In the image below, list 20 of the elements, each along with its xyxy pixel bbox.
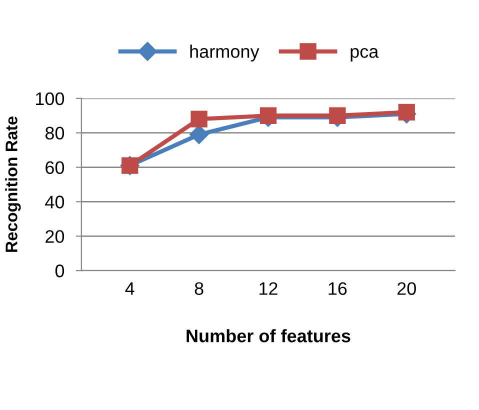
y-tick-label: 100 [36, 92, 64, 106]
x-tick-label: 4 [125, 282, 134, 295]
y-tick-label: 40 [45, 196, 64, 208]
point [329, 107, 346, 124]
legend-label: pca [350, 48, 379, 62]
point [190, 110, 208, 128]
point [260, 107, 277, 124]
legend-label: harmony [190, 44, 260, 62]
point [190, 125, 209, 144]
y-axis-title: Recognition Rate [5, 116, 21, 252]
x-tick-label: 20 [397, 282, 416, 295]
y-tick-label: 80 [45, 126, 64, 140]
x-tick-label: 8 [194, 282, 204, 295]
y-tick-label: 0 [55, 264, 64, 278]
y-tick-label: 60 [46, 161, 64, 174]
x-tick-label: 16 [328, 282, 347, 295]
y-tick-label: 20 [46, 230, 64, 243]
x-axis-title: Number of features [186, 329, 350, 342]
point [398, 104, 415, 121]
x-tick-label: 12 [260, 282, 278, 295]
